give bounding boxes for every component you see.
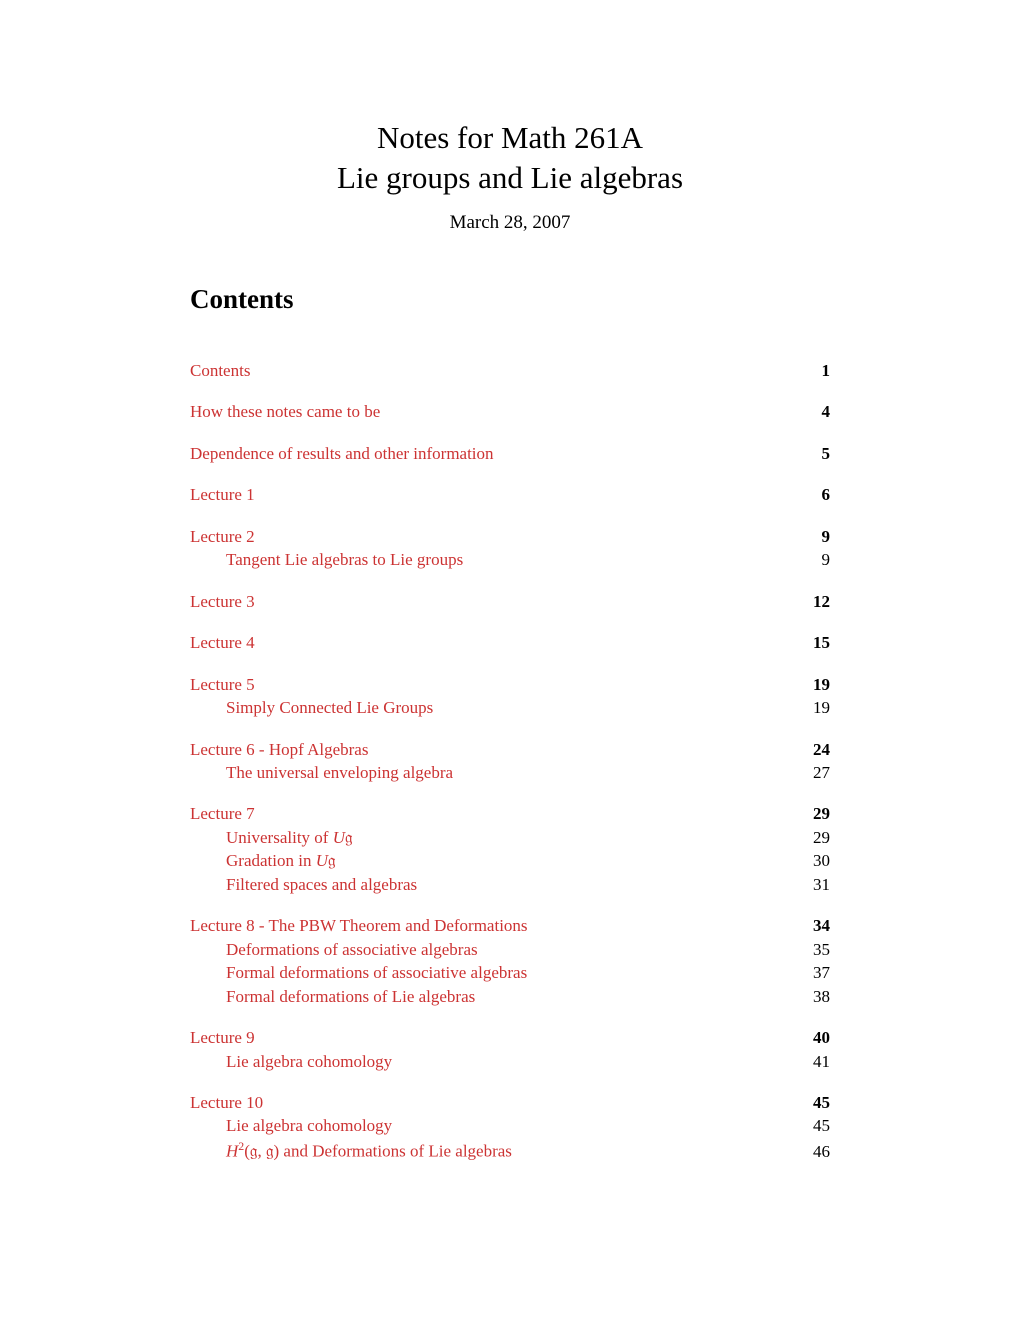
toc-section: Lecture 29Tangent Lie algebras to Lie gr… <box>190 525 830 572</box>
toc-entry: Lecture 3 12 <box>190 590 830 613</box>
toc-sub-entry: The universal enveloping algebra 27 <box>190 761 830 784</box>
toc-section: Dependence of results and other informat… <box>190 442 830 465</box>
toc-sub-link[interactable]: Formal deformations of associative algeb… <box>226 961 527 984</box>
toc-page-number: 1 <box>800 359 830 382</box>
toc-sub-entry: Filtered spaces and algebras 31 <box>190 873 830 896</box>
toc-page-number: 19 <box>800 673 830 696</box>
toc-sub-link[interactable]: The universal enveloping algebra <box>226 761 453 784</box>
toc-section: How these notes came to be 4 <box>190 400 830 423</box>
toc-sub-page-number: 35 <box>800 938 830 961</box>
toc-entry: Lecture 1 6 <box>190 483 830 506</box>
toc-section: Lecture 9 40 Lie algebra cohomology 41 <box>190 1026 830 1073</box>
document-date: March 28, 2007 <box>190 212 830 234</box>
toc-page-number: 29 <box>800 802 830 825</box>
toc-sub-link[interactable]: Formal deformations of Lie algebras <box>226 985 475 1008</box>
toc-entry: Lecture 2 9 <box>190 525 830 548</box>
toc-sub-link[interactable]: Universality of U𝔤 <box>226 826 353 849</box>
toc-page-number: 15 <box>800 631 830 654</box>
toc-sub-link[interactable]: Gradation in U𝔤 <box>226 849 336 872</box>
toc-sub-entry: Simply Connected Lie Groups 19 <box>190 696 830 719</box>
toc-link[interactable]: Lecture 7 <box>190 802 255 825</box>
toc-section: Contents 1 <box>190 359 830 382</box>
toc-sub-page-number: 45 <box>800 1114 830 1137</box>
toc-sub-link[interactable]: Filtered spaces and algebras <box>226 873 417 896</box>
toc-section: Lecture 729Universality of U𝔤29Gradation… <box>190 802 830 896</box>
toc-sub-entry: Tangent Lie algebras to Lie groups 9 <box>190 548 830 571</box>
toc-sub-page-number: 19 <box>800 696 830 719</box>
toc-entry: Lecture 9 40 <box>190 1026 830 1049</box>
toc-sub-link[interactable]: Deformations of associative algebras <box>226 938 478 961</box>
toc-entry: Lecture 8 - The PBW Theorem and Deformat… <box>190 914 830 937</box>
toc-sub-entry: Lie algebra cohomology 45 <box>190 1114 830 1137</box>
toc-section: Lecture 5 19 Simply Connected Lie Groups 19 <box>190 673 830 720</box>
toc-link[interactable]: Lecture 6 - Hopf Algebras <box>190 738 368 761</box>
toc-entry: Dependence of results and other informat… <box>190 442 830 465</box>
toc-page-number: 24 <box>800 738 830 761</box>
toc-entry: Contents 1 <box>190 359 830 382</box>
toc-link[interactable]: Lecture 10 <box>190 1091 263 1114</box>
toc-link[interactable]: Lecture 3 <box>190 590 255 613</box>
toc-sub-entry: Universality of U𝔤 29 <box>190 826 830 849</box>
toc-entry: Lecture 5 19 <box>190 673 830 696</box>
toc-link[interactable]: Lecture 2 <box>190 525 255 548</box>
toc-sub-page-number: 31 <box>800 873 830 896</box>
toc-sub-page-number: 29 <box>800 826 830 849</box>
toc-entry: Lecture 10 45 <box>190 1091 830 1114</box>
toc-sub-link[interactable]: Lie algebra cohomology <box>226 1050 392 1073</box>
toc-section: Lecture 4 15 <box>190 631 830 654</box>
toc-sub-entry: Formal deformations of associative algeb… <box>190 961 830 984</box>
toc-page-number: 5 <box>800 442 830 465</box>
toc-section: Lecture 3 12 <box>190 590 830 613</box>
toc-entry: Lecture 7 29 <box>190 802 830 825</box>
toc-sub-entry: Formal deformations of Lie algebras 38 <box>190 985 830 1008</box>
toc-link[interactable]: Lecture 1 <box>190 483 255 506</box>
toc-page-number: 4 <box>800 400 830 423</box>
toc-link[interactable]: Lecture 8 - The PBW Theorem and Deformat… <box>190 914 528 937</box>
toc-entry: Lecture 4 15 <box>190 631 830 654</box>
toc-sub-page-number: 46 <box>800 1140 830 1163</box>
toc-link[interactable]: Lecture 5 <box>190 673 255 696</box>
toc-sub-entry: Lie algebra cohomology 41 <box>190 1050 830 1073</box>
toc-sub-page-number: 9 <box>800 548 830 571</box>
toc-sub-entry: Gradation in U𝔤 30 <box>190 849 830 872</box>
toc-sub-link[interactable]: Lie algebra cohomology <box>226 1114 392 1137</box>
toc-sub-page-number: 30 <box>800 849 830 872</box>
toc-link[interactable]: Contents <box>190 359 250 382</box>
toc-sub-page-number: 41 <box>800 1050 830 1073</box>
toc-page-number: 40 <box>800 1026 830 1049</box>
toc-page-number: 45 <box>800 1091 830 1114</box>
toc-section: Lecture 8 - The PBW Theorem and Deformat… <box>190 914 830 1008</box>
toc-page-number: 6 <box>800 483 830 506</box>
toc-sub-page-number: 27 <box>800 761 830 784</box>
toc-sub-link[interactable]: Tangent Lie algebras to Lie groups <box>226 548 463 571</box>
toc-sub-link[interactable]: Simply Connected Lie Groups <box>226 696 433 719</box>
toc-entry: How these notes came to be 4 <box>190 400 830 423</box>
contents-heading: Contents <box>190 284 830 315</box>
toc-sub-page-number: 37 <box>800 961 830 984</box>
document-title-line1: Notes for Math 261A <box>190 120 830 156</box>
toc-link[interactable]: Lecture 9 <box>190 1026 255 1049</box>
toc-sub-page-number: 38 <box>800 985 830 1008</box>
table-of-contents: Contents 1 How these notes came to be 4 Depe… <box>190 359 830 1163</box>
toc-sub-link[interactable]: H2(𝔤, 𝔤) and Deformations of Lie algebra… <box>226 1138 512 1163</box>
toc-page-number: 9 <box>800 525 830 548</box>
toc-link[interactable]: Lecture 4 <box>190 631 255 654</box>
toc-link[interactable]: Dependence of results and other informat… <box>190 442 494 465</box>
toc-sub-entry: H2(𝔤, 𝔤) and Deformations of Lie algebra… <box>190 1138 830 1163</box>
toc-entry: Lecture 6 - Hopf Algebras 24 <box>190 738 830 761</box>
toc-link[interactable]: How these notes came to be <box>190 400 380 423</box>
toc-page-number: 12 <box>800 590 830 613</box>
document-title-line2: Lie groups and Lie algebras <box>190 160 830 196</box>
toc-section: Lecture 1 6 <box>190 483 830 506</box>
toc-section: Lecture 10 45 Lie algebra cohomology 45 H2(𝔤… <box>190 1091 830 1163</box>
toc-page-number: 34 <box>800 914 830 937</box>
toc-sub-entry: Deformations of associative algebras 35 <box>190 938 830 961</box>
toc-section: Lecture 6 - Hopf Algebras24The universal… <box>190 738 830 785</box>
